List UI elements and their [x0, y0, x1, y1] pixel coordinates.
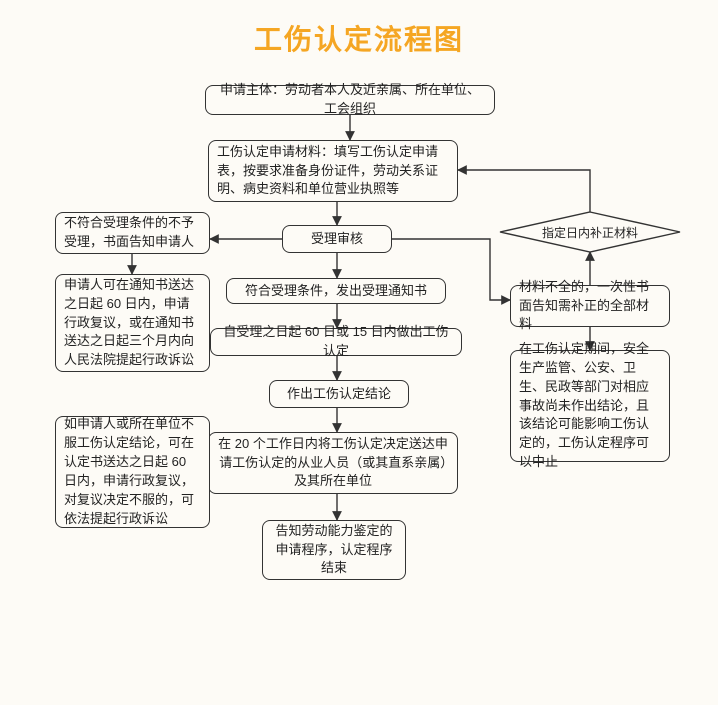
- flow-node-n8: 告知劳动能力鉴定的申请程序，认定程序结束: [262, 520, 406, 580]
- flow-node-text-n8: 告知劳动能力鉴定的申请程序，认定程序结束: [271, 522, 397, 579]
- flow-node-text-n6: 作出工伤认定结论: [287, 385, 391, 404]
- flow-node-text-n2: 工伤认定申请材料：填写工伤认定申请表，按要求准备身份证件，劳动关系证明、病史资料…: [217, 143, 449, 200]
- flow-node-nL1: 不符合受理条件的不予受理，书面告知申请人: [55, 212, 210, 254]
- flow-edge-nD-n2: [458, 170, 590, 212]
- flow-node-nR1: 材料不全的，一次性书面告知需补正的全部材料: [510, 285, 670, 327]
- flow-node-nL3: 如申请人或所在单位不服工伤认定结论，可在认定书送达之日起 60 日内，申请行政复…: [55, 416, 210, 528]
- flow-node-text-n1: 申请主体：劳动者本人及近亲属、所在单位、工会组织: [214, 81, 486, 119]
- flow-node-text-nL1: 不符合受理条件的不予受理，书面告知申请人: [64, 214, 201, 252]
- flow-node-text-nR1: 材料不全的，一次性书面告知需补正的全部材料: [519, 278, 661, 335]
- flow-node-n4: 符合受理条件，发出受理通知书: [226, 278, 446, 304]
- flow-node-text-n7: 在 20 个工作日内将工伤认定决定送达申请工伤认定的从业人员（或其直系亲属）及其…: [217, 435, 449, 492]
- flow-node-text-nL2: 申请人可在通知书送达之日起 60 日内，申请行政复议，或在通知书送达之日起三个月…: [64, 276, 201, 370]
- flow-node-n7: 在 20 个工作日内将工伤认定决定送达申请工伤认定的从业人员（或其直系亲属）及其…: [208, 432, 458, 494]
- flow-node-n1: 申请主体：劳动者本人及近亲属、所在单位、工会组织: [205, 85, 495, 115]
- flow-node-n2: 工伤认定申请材料：填写工伤认定申请表，按要求准备身份证件，劳动关系证明、病史资料…: [208, 140, 458, 202]
- flow-node-nR2: 在工伤认定期间，安全生产监管、公安、卫生、民政等部门对相应事故尚未作出结论，且该…: [510, 350, 670, 462]
- flow-node-n5: 自受理之日起 60 日或 15 日内做出工伤认定: [210, 328, 462, 356]
- flow-node-text-nR2: 在工伤认定期间，安全生产监管、公安、卫生、民政等部门对相应事故尚未作出结论，且该…: [519, 340, 661, 472]
- page-title: 工伤认定流程图: [0, 18, 718, 58]
- flow-decision-label-nD: 指定日内补正材料: [500, 212, 680, 252]
- flow-node-text-n5: 自受理之日起 60 日或 15 日内做出工伤认定: [219, 323, 453, 361]
- flow-node-n6: 作出工伤认定结论: [269, 380, 409, 408]
- flow-node-text-nL3: 如申请人或所在单位不服工伤认定结论，可在认定书送达之日起 60 日内，申请行政复…: [64, 415, 201, 528]
- flow-node-text-n3: 受理审核: [311, 230, 363, 249]
- flow-node-n3: 受理审核: [282, 225, 392, 253]
- flow-node-text-n4: 符合受理条件，发出受理通知书: [245, 282, 427, 301]
- flow-node-nL2: 申请人可在通知书送达之日起 60 日内，申请行政复议，或在通知书送达之日起三个月…: [55, 274, 210, 372]
